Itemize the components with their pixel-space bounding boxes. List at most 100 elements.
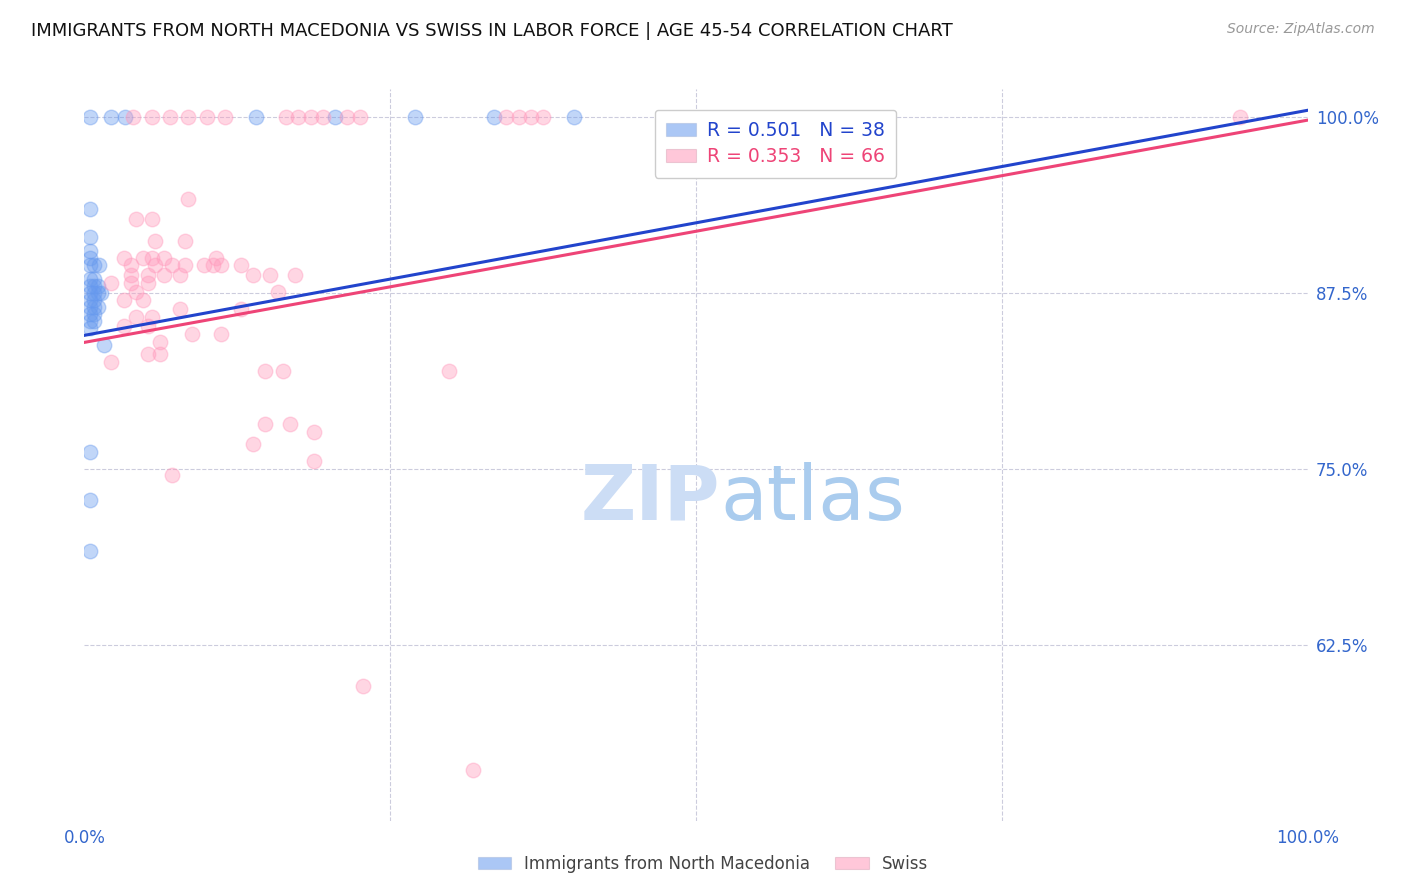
Point	[79, 293, 101, 308]
Legend: Immigrants from North Macedonia, Swiss: Immigrants from North Macedonia, Swiss	[471, 848, 935, 880]
Point	[304, 453, 326, 467]
Point	[177, 192, 200, 206]
Point	[79, 272, 101, 286]
Point	[79, 445, 101, 459]
Point	[125, 285, 148, 299]
Point	[79, 279, 101, 293]
Point	[304, 425, 326, 440]
Legend: R = 0.501   N = 38, R = 0.353   N = 66: R = 0.501 N = 38, R = 0.353 N = 66	[655, 110, 896, 178]
Point	[87, 286, 110, 301]
Point	[79, 321, 101, 335]
Text: atlas: atlas	[720, 462, 905, 536]
Point	[79, 258, 101, 272]
Point	[83, 258, 105, 272]
Point	[1229, 111, 1251, 125]
Point	[122, 111, 145, 125]
Point	[209, 258, 232, 272]
Point	[132, 293, 155, 308]
Point	[83, 307, 105, 321]
Point	[79, 111, 101, 125]
Point	[278, 417, 301, 431]
Point	[312, 111, 335, 125]
Point	[349, 111, 371, 125]
Point	[79, 286, 101, 301]
Point	[132, 251, 155, 265]
Point	[120, 277, 142, 291]
Point	[209, 326, 232, 341]
Point	[173, 234, 195, 248]
Point	[162, 467, 184, 482]
Point	[79, 230, 101, 244]
Point	[287, 111, 309, 125]
Point	[79, 251, 101, 265]
Point	[159, 111, 181, 125]
Point	[214, 111, 236, 125]
Point	[266, 285, 288, 299]
Point	[87, 258, 110, 272]
Point	[100, 277, 122, 291]
Point	[136, 318, 159, 333]
Point	[114, 111, 136, 125]
Point	[149, 346, 172, 360]
Point	[136, 277, 159, 291]
Point	[162, 258, 184, 272]
Point	[141, 251, 163, 265]
Point	[141, 310, 163, 324]
Point	[112, 318, 135, 333]
Point	[520, 111, 543, 125]
Point	[254, 363, 277, 377]
Point	[245, 111, 267, 125]
Point	[79, 244, 101, 258]
Point	[79, 202, 101, 216]
Point	[254, 417, 277, 431]
Point	[531, 111, 554, 125]
Point	[100, 111, 122, 125]
Point	[79, 543, 101, 558]
Point	[276, 111, 298, 125]
Point	[136, 346, 159, 360]
Point	[153, 251, 176, 265]
Point	[141, 111, 163, 125]
Point	[205, 251, 228, 265]
Point	[112, 293, 135, 308]
Point	[79, 300, 101, 314]
Point	[169, 268, 191, 282]
Point	[83, 314, 105, 328]
Point	[125, 211, 148, 226]
Point	[90, 286, 112, 301]
Point	[284, 268, 307, 282]
Point	[83, 300, 105, 314]
Point	[87, 300, 110, 314]
Point	[79, 314, 101, 328]
Point	[336, 111, 359, 125]
Point	[136, 268, 159, 282]
Point	[229, 258, 252, 272]
Point	[201, 258, 224, 272]
Point	[79, 307, 101, 321]
Point	[177, 111, 200, 125]
Point	[125, 310, 148, 324]
Point	[562, 111, 585, 125]
Point	[437, 363, 460, 377]
Point	[120, 268, 142, 282]
Point	[169, 301, 191, 316]
Point	[83, 279, 105, 293]
Point	[87, 279, 110, 293]
Text: ZIP: ZIP	[581, 462, 720, 536]
Point	[229, 301, 252, 316]
Point	[508, 111, 530, 125]
Point	[271, 363, 294, 377]
Point	[141, 211, 163, 226]
Point	[143, 258, 166, 272]
Point	[112, 251, 135, 265]
Point	[404, 111, 426, 125]
Point	[482, 111, 505, 125]
Point	[495, 111, 517, 125]
Point	[153, 268, 176, 282]
Point	[242, 268, 264, 282]
Point	[173, 258, 195, 272]
Point	[181, 326, 204, 341]
Point	[299, 111, 322, 125]
Point	[149, 335, 172, 350]
Point	[83, 293, 105, 308]
